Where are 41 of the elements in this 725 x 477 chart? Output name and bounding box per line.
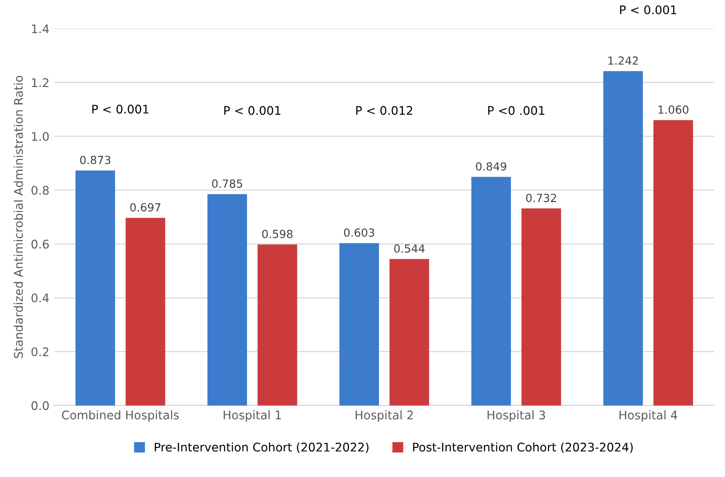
bar	[75, 170, 116, 406]
x-tick-label: Combined Hospitals	[62, 410, 179, 422]
data-label: 0.785	[212, 179, 242, 188]
data-label: 0.732	[526, 194, 556, 202]
bar	[521, 208, 562, 406]
data-label: 1.060	[658, 105, 688, 114]
data-label: 0.603	[344, 228, 374, 237]
y-tick-label: 1.0	[32, 132, 49, 141]
data-label: 0.873	[80, 156, 110, 164]
data-label: 1.242	[608, 56, 638, 65]
y-axis-title: Standardized Antimicrobial Administration Ratio	[14, 76, 23, 358]
bar	[126, 218, 166, 406]
y-tick-label: 0.2	[32, 347, 48, 356]
data-label: 0.697	[130, 203, 160, 212]
data-label: 0.849	[476, 162, 506, 171]
text: P < 0.001	[620, 5, 676, 14]
legend-label: Pre-Intervention Cohort (2021-2022)	[154, 442, 368, 453]
annotation: P < 0.001	[92, 104, 148, 114]
annotation: P <0 .001	[488, 106, 544, 115]
bar	[207, 194, 248, 406]
y-tick-label: 0.6	[32, 240, 49, 249]
y-tick-label: 0.0	[32, 401, 49, 410]
x-tick-label: Hospital 3	[488, 410, 545, 422]
bar	[653, 120, 694, 406]
data-label: 0.598	[262, 230, 293, 238]
legend-label: Post-Intervention Cohort (2023-2024)	[413, 442, 633, 453]
y-tick-label: 0.4	[32, 294, 49, 302]
data-label: 0.544	[394, 244, 425, 253]
x-tick-label: Hospital 1	[224, 410, 281, 422]
y-tick-label: 0.8	[32, 186, 49, 195]
bar	[603, 71, 643, 406]
y-tick-label: 1.4	[32, 24, 49, 34]
y-tick-label: 1.2	[32, 78, 48, 87]
annotation: P < 0.001	[224, 106, 280, 115]
x-tick-label: Hospital 4	[620, 410, 678, 422]
bar	[339, 243, 379, 406]
annotation: P < 0.012	[356, 106, 412, 115]
x-tick-label: Hospital 2	[356, 410, 413, 422]
bar	[471, 176, 511, 406]
bar	[390, 259, 430, 406]
bar	[258, 244, 298, 406]
